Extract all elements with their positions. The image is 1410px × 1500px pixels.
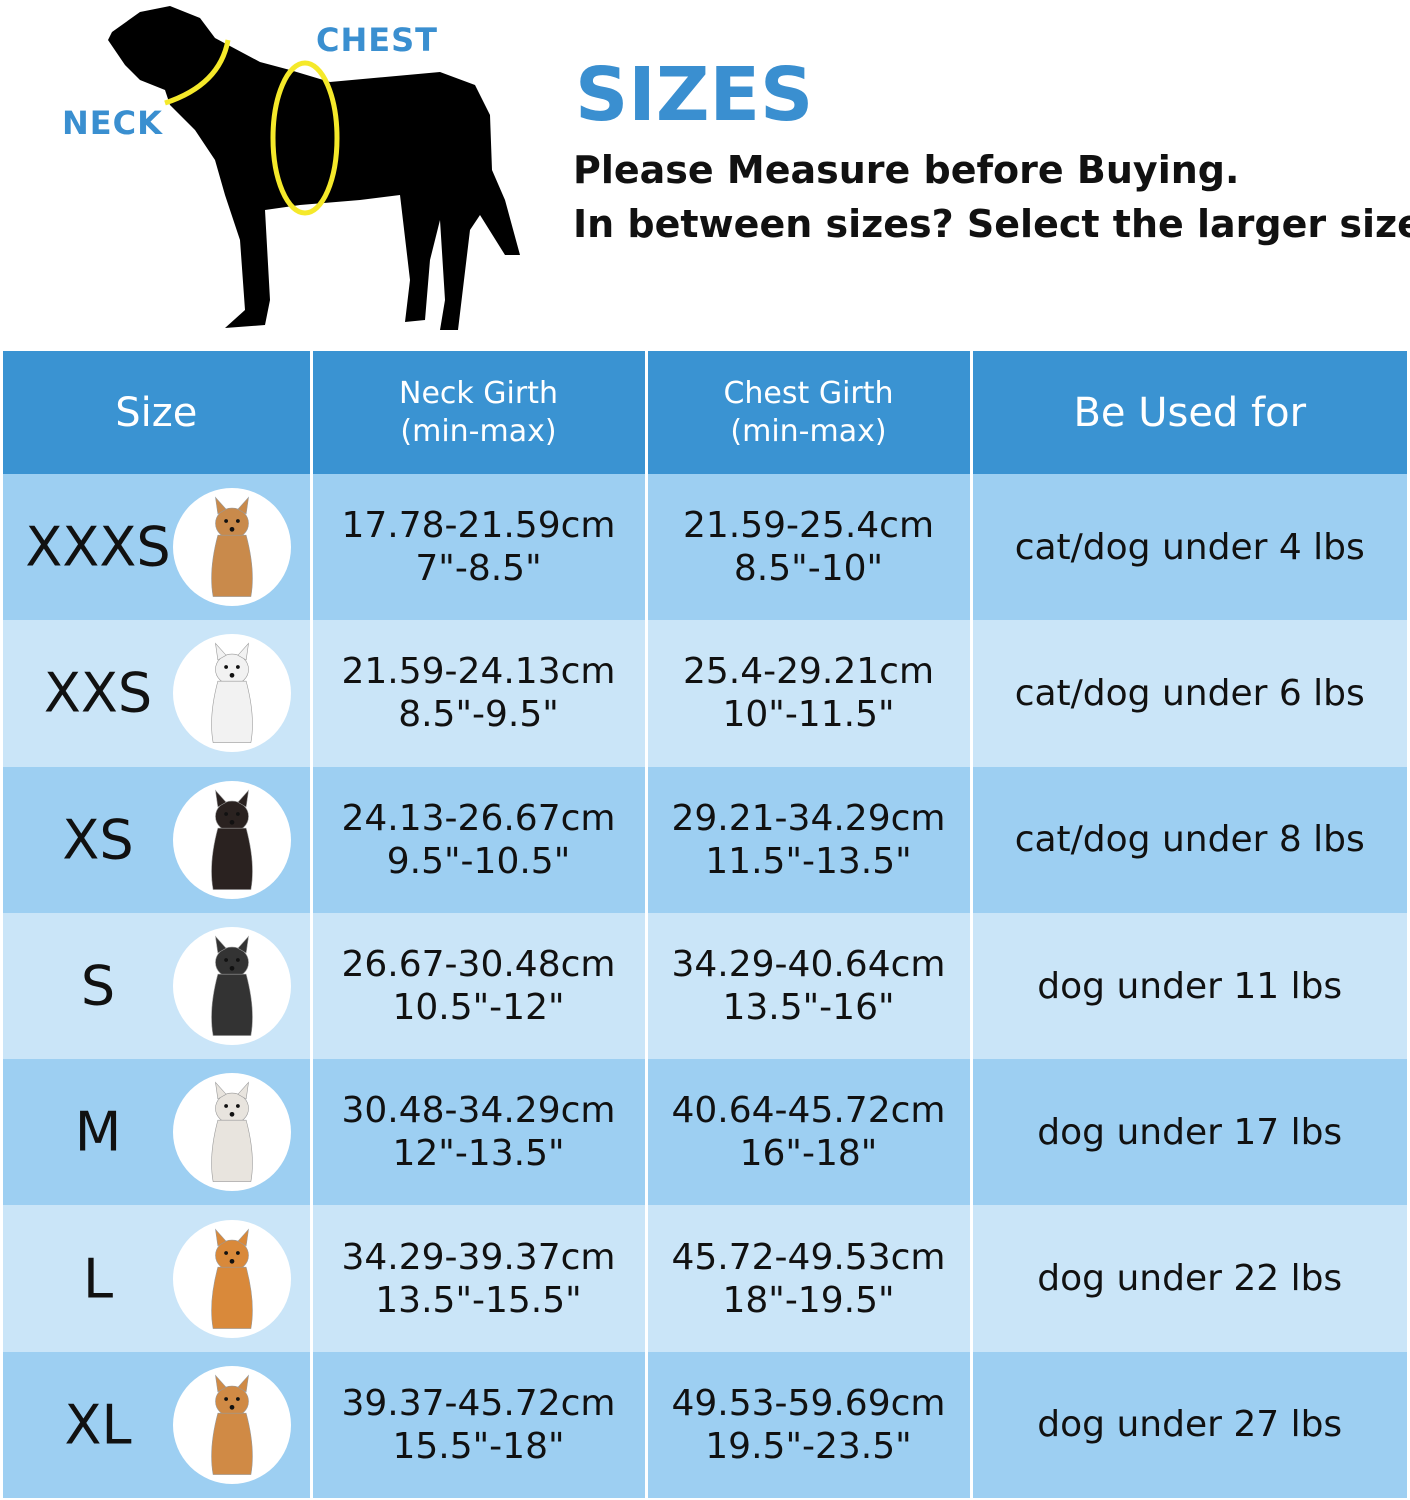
neck-girth-cell: 24.13-26.67cm 9.5"-10.5" — [309, 766, 646, 913]
chest-cm: 29.21-34.29cm — [671, 797, 946, 839]
header-chest: Chest Girth (min-max) — [644, 351, 971, 474]
table-header: Size Neck Girth (min-max) Chest Girth (min… — [3, 351, 1407, 474]
chest-girth-cell: 34.29-40.64cm 13.5"-16" — [644, 912, 971, 1060]
neck-cm: 21.59-24.13cm — [341, 651, 616, 693]
dog-photo — [173, 634, 291, 753]
header-size: Size — [3, 351, 311, 474]
neck-cm: 26.67-30.48cm — [341, 944, 616, 986]
table-row: XXXS 17.78-21.59cm 7"-8.5" 21.59-25.4cm 8.… — [3, 474, 1407, 621]
chest-cm: 40.64-45.72cm — [671, 1090, 946, 1132]
size-label: L — [82, 1247, 114, 1311]
chest-inches: 19.5"-23.5" — [705, 1425, 912, 1467]
neck-inches: 8.5"-9.5" — [398, 694, 559, 736]
neck-girth-cell: 17.78-21.59cm 7"-8.5" — [309, 474, 646, 621]
chest-inches: 16"-18" — [739, 1133, 878, 1175]
dog-photo — [173, 1073, 291, 1192]
table-row: S 26.67-30.48cm 10.5"-12" 34.29-40.64cm 13… — [3, 912, 1407, 1060]
neck-cm: 17.78-21.59cm — [341, 505, 616, 547]
chest-cm: 34.29-40.64cm — [671, 944, 946, 986]
neck-cm: 30.48-34.29cm — [341, 1090, 616, 1132]
chest-inches: 11.5"-13.5" — [705, 840, 912, 882]
chest-girth-cell: 25.4-29.21cm 10"-11.5" — [644, 620, 971, 767]
neck-girth-cell: 39.37-45.72cm 15.5"-18" — [309, 1351, 646, 1499]
dog-photo — [173, 1365, 291, 1484]
chest-cm: 49.53-59.69cm — [671, 1382, 946, 1424]
chest-girth-cell: 29.21-34.29cm 11.5"-13.5" — [644, 766, 971, 913]
size-cell: XXS — [3, 620, 311, 767]
header-neck-range: (min-max) — [400, 413, 557, 449]
table-row: XS 24.13-26.67cm 9.5"-10.5" 29.21-34.29cm… — [3, 766, 1407, 913]
neck-inches: 15.5"-18" — [392, 1425, 565, 1467]
table-row: XXS 21.59-24.13cm 8.5"-9.5" 25.4-29.21cm 1… — [3, 620, 1407, 767]
dog-photo — [173, 927, 291, 1046]
neck-label: NECK — [62, 104, 163, 142]
chest-girth-cell: 45.72-49.53cm 18"-19.5" — [644, 1205, 971, 1352]
dog-photo — [173, 780, 291, 899]
neck-cm: 34.29-39.37cm — [341, 1236, 616, 1278]
chest-girth-cell: 40.64-45.72cm 16"-18" — [644, 1059, 971, 1206]
dog-photo — [173, 488, 291, 607]
header-chest-range: (min-max) — [730, 413, 887, 449]
table-row: M 30.48-34.29cm 12"-13.5" 40.64-45.72cm 16… — [3, 1059, 1407, 1206]
used-for-cell: cat/dog under 8 lbs — [969, 766, 1407, 913]
size-label: XL — [64, 1393, 132, 1457]
header-neck-title: Neck Girth — [399, 375, 558, 411]
used-for-cell: dog under 11 lbs — [969, 912, 1407, 1060]
instruction-line-2: In between sizes? Select the larger size… — [573, 202, 1410, 246]
neck-inches: 10.5"-12" — [392, 987, 565, 1029]
used-for-cell: dog under 17 lbs — [969, 1059, 1407, 1206]
neck-cm: 24.13-26.67cm — [341, 797, 616, 839]
chest-inches: 13.5"-16" — [722, 987, 895, 1029]
dog-photo — [173, 1219, 291, 1338]
neck-girth-cell: 26.67-30.48cm 10.5"-12" — [309, 912, 646, 1060]
chest-label: CHEST — [316, 21, 438, 59]
size-cell: S — [3, 912, 311, 1060]
neck-cm: 39.37-45.72cm — [341, 1382, 616, 1424]
size-label: XXXS — [25, 515, 171, 579]
size-cell: XS — [3, 766, 311, 913]
header-chest-title: Chest Girth — [723, 375, 894, 411]
size-cell: XL — [3, 1351, 311, 1499]
neck-inches: 13.5"-15.5" — [375, 1279, 582, 1321]
dog-silhouette — [108, 6, 520, 330]
chest-inches: 18"-19.5" — [722, 1279, 895, 1321]
neck-inches: 7"-8.5" — [415, 548, 542, 590]
chest-girth-cell: 21.59-25.4cm 8.5"-10" — [644, 474, 971, 621]
header-used-for: Be Used for — [969, 351, 1407, 474]
chest-girth-cell: 49.53-59.69cm 19.5"-23.5" — [644, 1351, 971, 1499]
size-label: M — [74, 1100, 122, 1164]
neck-inches: 12"-13.5" — [392, 1133, 565, 1175]
size-cell: M — [3, 1059, 311, 1206]
size-cell: L — [3, 1205, 311, 1352]
used-for-cell: dog under 22 lbs — [969, 1205, 1407, 1352]
dog-measurement-diagram — [108, 6, 520, 330]
table-row: XL 39.37-45.72cm 15.5"-18" 49.53-59.69cm 1… — [3, 1351, 1407, 1499]
neck-girth-cell: 21.59-24.13cm 8.5"-9.5" — [309, 620, 646, 767]
instruction-line-1: Please Measure before Buying. — [573, 148, 1240, 192]
size-cell: XXXS — [3, 474, 311, 621]
size-label: S — [80, 954, 116, 1018]
used-for-cell: cat/dog under 6 lbs — [969, 620, 1407, 767]
used-for-cell: dog under 27 lbs — [969, 1351, 1407, 1499]
chest-cm: 45.72-49.53cm — [671, 1236, 946, 1278]
neck-inches: 9.5"-10.5" — [386, 840, 571, 882]
chest-cm: 25.4-29.21cm — [682, 651, 935, 693]
size-label: XXS — [43, 661, 153, 725]
size-label: XS — [62, 808, 134, 872]
used-for-cell: cat/dog under 4 lbs — [969, 474, 1407, 621]
neck-girth-cell: 30.48-34.29cm 12"-13.5" — [309, 1059, 646, 1206]
chest-cm: 21.59-25.4cm — [682, 505, 935, 547]
chest-inches: 10"-11.5" — [722, 694, 895, 736]
neck-ring — [164, 39, 231, 106]
chest-inches: 8.5"-10" — [733, 548, 884, 590]
table-row: L 34.29-39.37cm 13.5"-15.5" 45.72-49.53cm… — [3, 1205, 1407, 1352]
size-chart-table: Size Neck Girth (min-max) Chest Girth (min… — [3, 351, 1407, 1499]
page-title: SIZES — [575, 52, 814, 138]
neck-girth-cell: 34.29-39.37cm 13.5"-15.5" — [309, 1205, 646, 1352]
chest-ring — [270, 60, 340, 216]
header-neck: Neck Girth (min-max) — [309, 351, 646, 474]
